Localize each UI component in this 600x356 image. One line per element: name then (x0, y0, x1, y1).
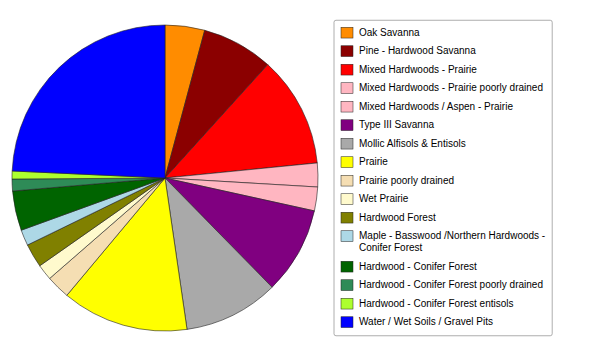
legend-label: Type III Savanna (359, 119, 434, 130)
legend-item: Maple - Basswood /Northern Hardwoods -Co… (341, 230, 545, 253)
legend-swatch (341, 280, 353, 291)
legend-item: Hardwood - Conifer Forest (341, 261, 477, 272)
legend-label: Prairie (359, 156, 388, 167)
legend-item: Water / Wet Soils / Gravel Pits (341, 316, 493, 327)
legend-item: Pine - Hardwood Savanna (341, 45, 476, 56)
pie-slice (165, 65, 317, 178)
legend-label: Mixed Hardwoods / Aspen - Prairie (359, 101, 513, 112)
legend-item: Hardwood Forest (341, 212, 436, 223)
pie-slice (12, 178, 165, 191)
legend-item: Mixed Hardwoods - Prairie poorly drained (341, 82, 543, 93)
legend-swatch (341, 138, 353, 149)
legend-item: Mollic Alfisols & Entisols (341, 138, 466, 149)
legend-swatch (341, 157, 353, 168)
legend-label: Pine - Hardwood Savanna (359, 45, 476, 56)
legend-label: Wet Prairie (359, 193, 409, 204)
legend-swatch (341, 231, 353, 242)
legend-item: Mixed Hardwoods - Prairie (341, 64, 477, 75)
legend-item: Hardwood - Conifer Forest poorly drained (341, 279, 543, 290)
pie (12, 25, 318, 331)
legend-item: Wet Prairie (341, 193, 409, 204)
legend-label-line: Hardwood Forest (359, 212, 436, 223)
chart: Oak Savanna Pine - Hardwood Savanna Mixed … (0, 0, 600, 356)
pie-slice (12, 25, 165, 178)
pie-slice (13, 178, 165, 230)
legend-label-line: Mixed Hardwoods / Aspen - Prairie (359, 101, 513, 112)
legend-label: Mixed Hardwoods - Prairie poorly drained (359, 82, 543, 93)
legend-label-line: Hardwood - Conifer Forest (359, 261, 477, 272)
legend-swatch (341, 175, 353, 186)
legend-label: Hardwood - Conifer Forest (359, 261, 477, 272)
legend-label: Hardwood Forest (359, 212, 436, 223)
legend-label-line: Mollic Alfisols & Entisols (359, 138, 466, 149)
legend-label: Oak Savanna (359, 27, 420, 38)
legend-label-line: Mixed Hardwoods - Prairie poorly drained (359, 82, 543, 93)
legend-swatch (341, 298, 353, 309)
legend-item: Prairie poorly drained (341, 175, 454, 186)
legend-label: Mollic Alfisols & Entisols (359, 138, 466, 149)
legend-item: Mixed Hardwoods / Aspen - Prairie (341, 101, 513, 112)
legend-item: Oak Savanna (341, 27, 420, 38)
legend-label-line: Pine - Hardwood Savanna (359, 45, 476, 56)
legend-label-line: Hardwood - Conifer Forest poorly drained (359, 279, 543, 290)
legend-swatch (341, 46, 353, 57)
legend-label: Water / Wet Soils / Gravel Pits (359, 316, 493, 327)
legend-label-line: Mixed Hardwoods - Prairie (359, 64, 477, 75)
legend-item: Hardwood - Conifer Forest entisols (341, 298, 514, 309)
legend-label: Hardwood - Conifer Forest poorly drained (359, 279, 543, 290)
legend: Oak Savanna Pine - Hardwood Savanna Mixed … (334, 20, 552, 336)
legend-swatch (341, 83, 353, 94)
legend-label-line: Conifer Forest (359, 242, 423, 253)
legend-label: Mixed Hardwoods - Prairie (359, 64, 477, 75)
legend-label: Prairie poorly drained (359, 175, 454, 186)
legend-swatch (341, 317, 353, 328)
legend-label-line: Prairie poorly drained (359, 175, 454, 186)
legend-label-line: Wet Prairie (359, 193, 409, 204)
legend-label-line: Prairie (359, 156, 388, 167)
legend-label: Maple - Basswood /Northern Hardwoods -Co… (359, 230, 545, 253)
legend-swatch (341, 212, 353, 223)
legend-swatch (341, 120, 353, 131)
legend-label-line: Maple - Basswood /Northern Hardwoods - (359, 230, 545, 241)
legend-swatch (341, 261, 353, 272)
legend-item: Type III Savanna (341, 119, 434, 130)
legend-label: Hardwood - Conifer Forest entisols (359, 298, 514, 309)
legend-item: Prairie (341, 156, 388, 167)
legend-label-line: Type III Savanna (359, 119, 434, 130)
legend-swatch (341, 64, 353, 75)
legend-label-line: Hardwood - Conifer Forest entisols (359, 298, 514, 309)
legend-label-line: Oak Savanna (359, 27, 420, 38)
legend-frame (334, 20, 552, 336)
legend-swatch (341, 101, 353, 112)
legend-swatch (341, 27, 353, 38)
legend-swatch (341, 194, 353, 205)
legend-label-line: Water / Wet Soils / Gravel Pits (359, 316, 493, 327)
